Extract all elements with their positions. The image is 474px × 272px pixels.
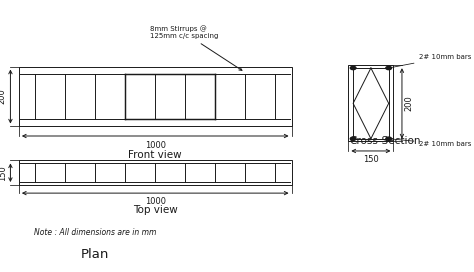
Text: 2# 10mm bars: 2# 10mm bars — [392, 54, 472, 67]
Text: Cross-Section: Cross-Section — [349, 137, 421, 146]
Text: 8mm Stirrups @
125mm c/c spacing: 8mm Stirrups @ 125mm c/c spacing — [150, 26, 242, 70]
Text: 1000: 1000 — [145, 197, 166, 206]
Text: 1000: 1000 — [145, 141, 166, 150]
Text: 200: 200 — [0, 89, 7, 104]
Bar — [19, 160, 292, 185]
Text: Plan: Plan — [81, 248, 109, 261]
Circle shape — [386, 66, 392, 70]
Text: 200: 200 — [405, 95, 414, 111]
Circle shape — [350, 137, 356, 140]
Text: Front view: Front view — [128, 150, 182, 160]
Circle shape — [386, 137, 392, 140]
Bar — [19, 67, 292, 126]
Bar — [353, 68, 389, 139]
Text: 2# 10mm bars: 2# 10mm bars — [392, 139, 472, 147]
Text: Top view: Top view — [133, 205, 178, 215]
Bar — [348, 65, 393, 141]
Text: 150: 150 — [363, 155, 379, 164]
Circle shape — [350, 66, 356, 70]
Text: Note : All dimensions are in mm: Note : All dimensions are in mm — [34, 228, 156, 237]
Text: 150: 150 — [0, 165, 7, 181]
